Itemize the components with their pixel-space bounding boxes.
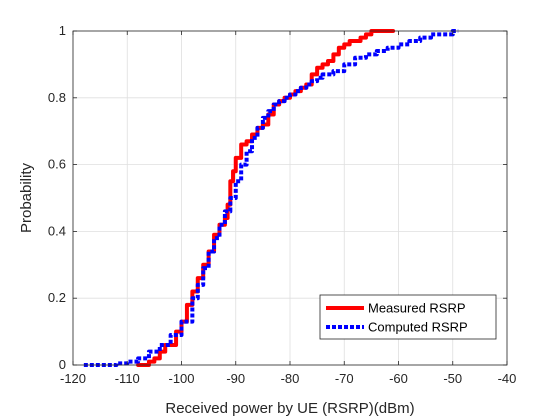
legend-entry: Computed RSRP bbox=[368, 320, 468, 335]
legend-box bbox=[319, 294, 497, 340]
legend-entry: Measured RSRP bbox=[368, 301, 466, 316]
x-tick-label: -70 bbox=[335, 371, 354, 386]
x-axis-ticks: -120 -110 -100 -90 -80 -70 -60 -50 -40 bbox=[60, 31, 516, 386]
y-tick-label: 0 bbox=[59, 357, 66, 372]
x-tick-label: -90 bbox=[226, 371, 245, 386]
legend: Measured RSRP Computed RSRP bbox=[319, 294, 497, 340]
y-tick-label: 0.6 bbox=[48, 157, 66, 172]
y-tick-label: 0.4 bbox=[48, 223, 66, 238]
x-tick-label: -120 bbox=[60, 371, 86, 386]
y-tick-label: 0.2 bbox=[48, 290, 66, 305]
x-tick-label: -60 bbox=[389, 371, 408, 386]
x-tick-label: -50 bbox=[443, 371, 462, 386]
x-tick-label: -100 bbox=[168, 371, 194, 386]
x-axis-label: Received power by UE (RSRP)(dBm) bbox=[165, 400, 414, 417]
y-axis-ticks: 0 0.2 0.4 0.6 0.8 1 bbox=[48, 23, 507, 372]
series-layer bbox=[83, 29, 459, 367]
x-tick-label: -110 bbox=[115, 371, 140, 386]
y-tick-label: 1 bbox=[59, 23, 66, 38]
y-tick-label: 0.8 bbox=[48, 90, 66, 105]
x-tick-label: -40 bbox=[498, 371, 517, 386]
x-tick-label: -80 bbox=[281, 371, 300, 386]
y-axis-label: Probability bbox=[18, 162, 35, 233]
series-computed-rsrp-line bbox=[83, 29, 459, 367]
